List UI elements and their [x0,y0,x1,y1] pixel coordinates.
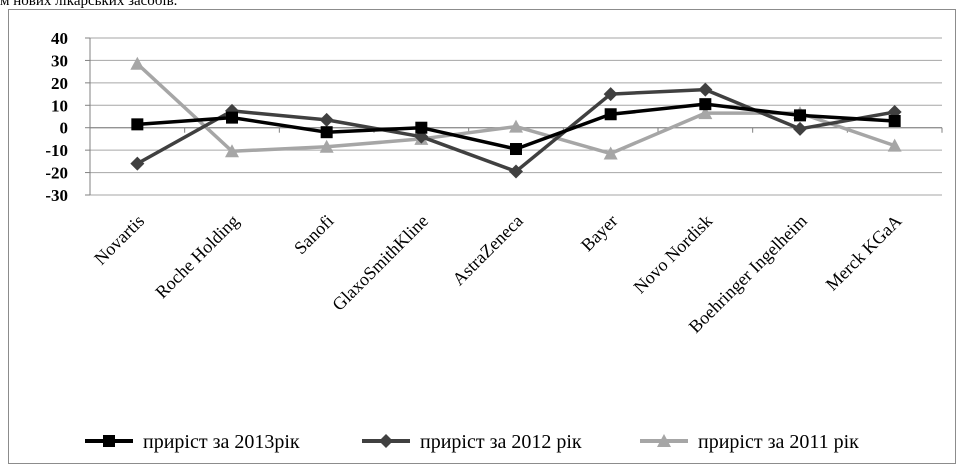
legend-item: приріст за 2013рік [85,431,300,453]
data-point [131,118,144,131]
chart-frame [8,9,956,464]
x-tick-label: Sanofi [290,211,337,258]
data-point [888,114,901,127]
x-tick-label: Novartis [90,211,148,269]
data-point [698,106,713,120]
data-point [603,146,618,160]
data-point [510,143,522,156]
x-tick-label: Bayer [577,211,622,256]
legend-label: приріст за 2013рік [143,431,300,453]
page-caption: м нових лікарських засобів. [0,0,178,9]
legend-label: приріст за 2011 рік [698,431,859,453]
legend-marker [103,435,115,447]
series-line [136,62,896,156]
legend-item: приріст за 2012 рік [362,431,582,453]
data-point [319,139,334,153]
data-point [793,121,807,136]
y-tick-label: 0 [60,119,69,138]
y-tick-label: 30 [51,51,68,70]
data-point [509,119,523,133]
data-point [887,138,902,152]
y-tick-label: 20 [51,74,68,93]
data-point [603,87,618,102]
legend-item: приріст за 2011 рік [640,431,859,453]
data-point [698,82,713,97]
x-tick-label: Merck KGaA [822,211,906,295]
legend-marker [657,434,671,447]
data-point [319,112,334,127]
y-tick-label: -30 [45,186,68,205]
data-point [509,164,523,179]
data-point [226,111,238,124]
x-tick-label: Novo Nordisk [630,211,717,298]
x-tick-label: Roche Holding [151,211,243,303]
data-point [130,156,145,171]
series-1 [131,98,901,156]
data-point [130,56,145,70]
data-point [699,98,712,111]
y-tick-label: -20 [45,164,68,183]
data-point [225,144,239,158]
data-point [320,126,333,139]
y-tick-label: 10 [51,96,68,115]
x-tick-label: GlaxoSmithKline [328,211,432,315]
data-point [794,109,806,122]
data-point [415,121,428,134]
data-point [604,108,617,121]
legend-label: приріст за 2012 рік [420,431,582,453]
legend-marker [379,434,393,448]
y-tick-label: -10 [45,141,68,160]
x-tick-label: AstraZeneca [448,211,526,289]
y-tick-label: 40 [51,29,68,48]
